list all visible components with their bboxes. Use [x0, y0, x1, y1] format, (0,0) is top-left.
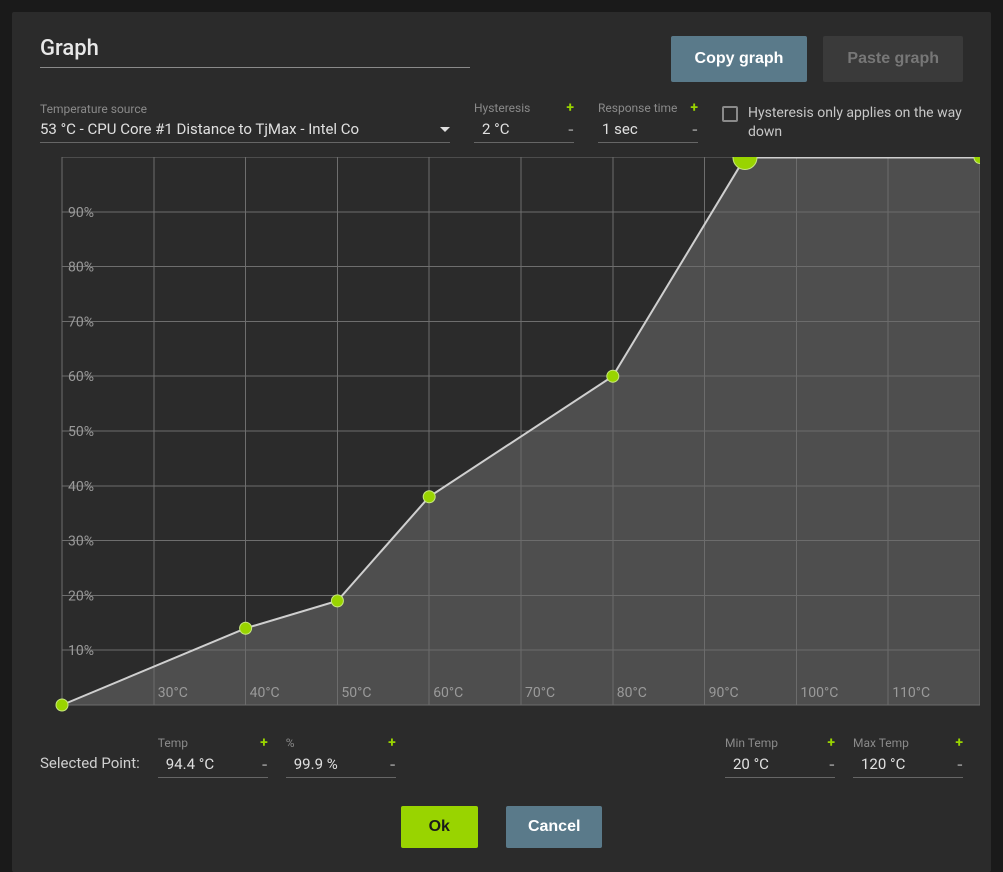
copy-graph-button[interactable]: Copy graph: [671, 36, 808, 82]
min-temp-label: Min Temp: [725, 736, 778, 750]
curve-point[interactable]: [607, 370, 619, 382]
svg-text:40%: 40%: [68, 479, 94, 495]
svg-text:100°C: 100°C: [800, 685, 838, 701]
hysteresis-minus-icon[interactable]: -: [562, 120, 574, 139]
svg-text:110°C: 110°C: [892, 685, 930, 701]
hysteresis-down-label: Hysteresis only applies on the way down: [748, 104, 963, 143]
selected-pct-label: %: [286, 736, 295, 750]
svg-text:10%: 10%: [68, 643, 94, 659]
curve-point[interactable]: [240, 622, 252, 634]
svg-text:30%: 30%: [68, 534, 94, 550]
hysteresis-down-checkbox[interactable]: [722, 106, 738, 122]
max-temp-plus-icon[interactable]: +: [955, 735, 963, 751]
response-minus-icon[interactable]: -: [686, 120, 698, 139]
max-temp-label: Max Temp: [853, 736, 909, 750]
selected-temp-label: Temp: [158, 736, 188, 750]
min-temp-plus-icon[interactable]: +: [827, 735, 835, 751]
selected-point-label: Selected Point:: [40, 754, 140, 778]
curve-point[interactable]: [56, 699, 68, 711]
min-temp-value: 20 °C: [725, 753, 823, 775]
selected-pct-plus-icon[interactable]: +: [388, 735, 396, 751]
response-plus-icon[interactable]: +: [690, 100, 698, 116]
temperature-source-select[interactable]: Temperature source 53 °C - CPU Core #1 D…: [40, 102, 450, 143]
svg-text:80%: 80%: [68, 260, 94, 276]
svg-text:70°C: 70°C: [525, 685, 555, 701]
hysteresis-plus-icon[interactable]: +: [566, 100, 574, 116]
svg-text:20%: 20%: [68, 588, 94, 604]
graph-title: Graph: [40, 36, 470, 67]
curve-point[interactable]: [423, 491, 435, 503]
selected-temp-minus-icon[interactable]: -: [255, 755, 267, 774]
svg-text:50°C: 50°C: [341, 685, 371, 701]
max-temp-minus-icon[interactable]: -: [951, 755, 963, 774]
temperature-source-value: 53 °C - CPU Core #1 Distance to TjMax - …: [40, 118, 432, 140]
selected-temp-value: 94.4 °C: [158, 753, 256, 775]
svg-text:40°C: 40°C: [250, 685, 280, 701]
min-temp-minus-icon[interactable]: -: [823, 755, 835, 774]
response-time-field[interactable]: Response time + 1 sec -: [598, 100, 698, 143]
svg-text:90°C: 90°C: [709, 685, 739, 701]
response-time-label: Response time: [598, 101, 677, 115]
hysteresis-label: Hysteresis: [474, 101, 530, 115]
svg-text:60%: 60%: [68, 369, 94, 385]
hysteresis-value: 2 °C: [474, 118, 562, 140]
ok-button[interactable]: Ok: [401, 806, 478, 848]
temperature-source-label: Temperature source: [40, 102, 147, 116]
chevron-down-icon: [440, 127, 450, 132]
max-temp-field[interactable]: Max Temp + 120 °C -: [853, 735, 963, 778]
graph-title-field[interactable]: Graph: [40, 36, 470, 68]
svg-text:80°C: 80°C: [617, 685, 647, 701]
hysteresis-field[interactable]: Hysteresis + 2 °C -: [474, 100, 574, 143]
max-temp-value: 120 °C: [853, 753, 951, 775]
fan-curve-chart[interactable]: 10% 20% 30% 40% 50% 60% 70% 80% 90% 30°C 40°C 50°C 6…: [40, 157, 980, 717]
selected-pct-value: 99.9 %: [286, 753, 384, 775]
paste-graph-button[interactable]: Paste graph: [823, 36, 963, 82]
cancel-button[interactable]: Cancel: [506, 806, 602, 848]
svg-text:70%: 70%: [68, 314, 94, 330]
selected-pct-minus-icon[interactable]: -: [383, 755, 395, 774]
svg-text:60°C: 60°C: [433, 685, 463, 701]
min-temp-field[interactable]: Min Temp + 20 °C -: [725, 735, 835, 778]
svg-text:50%: 50%: [68, 424, 94, 440]
curve-point[interactable]: [331, 595, 343, 607]
selected-temp-plus-icon[interactable]: +: [260, 735, 268, 751]
selected-pct-field[interactable]: % + 99.9 % -: [286, 735, 396, 778]
svg-text:30°C: 30°C: [158, 685, 188, 701]
selected-temp-field[interactable]: Temp + 94.4 °C -: [158, 735, 268, 778]
svg-text:90%: 90%: [68, 205, 94, 221]
response-time-value: 1 sec: [598, 118, 686, 140]
